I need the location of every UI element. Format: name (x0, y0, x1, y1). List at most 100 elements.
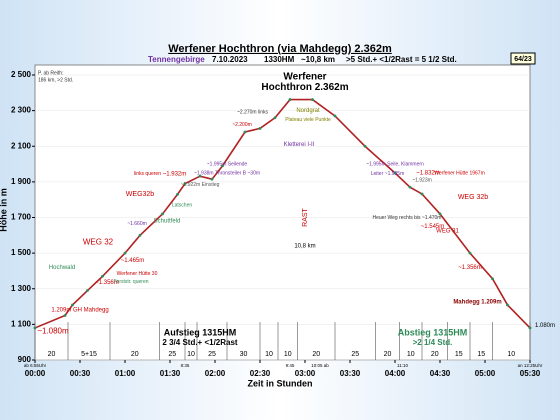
annotation: ~1.080m (37, 327, 69, 336)
annotation: Werfener (283, 71, 326, 82)
profile-point (438, 212, 442, 216)
annotation: ~2.200m (232, 122, 252, 128)
profile-point (288, 98, 292, 101)
profile-line (34, 98, 531, 329)
annotation: Mahdegg 1.209m (453, 300, 501, 306)
annotation: Heuer Weg rechts bis ~1.470m (373, 215, 442, 221)
y-tick-label: 1 700 (11, 213, 32, 222)
profile-point (198, 174, 202, 178)
profile-point (491, 277, 494, 281)
time-label: an 12:25Uhr (518, 363, 543, 368)
segment-label: 25 (168, 351, 176, 358)
profile-point (258, 127, 262, 130)
annotation: Werfener Hütte 30 (117, 271, 158, 277)
x-tick-label: 04:00 (385, 369, 406, 378)
x-tick-label: 05:00 (475, 369, 496, 378)
x-axis-label: Zeit in Stunden (248, 378, 313, 388)
segment-label: 30 (240, 351, 248, 358)
y-tick-label: 900 (18, 355, 32, 364)
annotation: Hochwald (49, 265, 75, 271)
plot-area (34, 64, 531, 361)
segment-label: 20 (312, 351, 320, 358)
info: Tennengebirge (148, 55, 205, 64)
profile-point (71, 303, 74, 307)
annotation: 2 3/4 Std.+ <1/2Rast (162, 338, 237, 347)
annotation: Forststr. queren (113, 279, 148, 285)
annotation: WEG32b (126, 191, 155, 198)
annotation: Leiter ~1.935m (371, 171, 405, 177)
segment-label: 20 (131, 351, 139, 358)
x-tick-label: 00:00 (25, 369, 46, 378)
y-tick-label: 2 300 (11, 106, 32, 115)
profile-point (33, 326, 37, 330)
profile-point (138, 233, 142, 237)
annotation: Abstieg 1315HM (398, 328, 468, 338)
time-label: 8:35 (181, 363, 190, 368)
profile-point (311, 98, 314, 101)
profile-point (101, 274, 104, 278)
annotation: ~1.995m Seilende (207, 161, 248, 167)
profile-point (183, 182, 187, 186)
annotation: WEG 32b (458, 194, 488, 201)
annotation: Kletterei I-II (284, 142, 315, 148)
profile-point (468, 251, 472, 255)
annotation: ~1.932m (163, 171, 187, 177)
note: 186 km, >2 Std. (38, 77, 73, 83)
annotation: ~1.545m (421, 224, 445, 230)
profile-point (420, 192, 424, 196)
badge: 64/23 (514, 56, 532, 63)
x-tick-label: 01:00 (115, 369, 136, 378)
info: >5 Std.+ <1/2Rast = 5 1/2 Std. (346, 55, 457, 64)
profile-point (161, 212, 164, 216)
annotation: WEG 32 (83, 238, 114, 247)
profile-point (210, 177, 214, 181)
x-tick-label: 00:30 (70, 369, 91, 378)
annotation: Werfener Hütte 1967m (434, 170, 485, 176)
profile-point (528, 326, 532, 330)
profile-point (221, 164, 224, 168)
segment-label: 10 (265, 351, 273, 358)
segment-label: 20 (384, 351, 392, 358)
profile-point (273, 116, 277, 120)
profile-point (408, 185, 412, 189)
profile-point (123, 251, 127, 255)
annotation: ~1.660m (127, 221, 147, 227)
segment-label: 10 (187, 351, 195, 358)
profile-point (333, 114, 337, 118)
annotation: Latschen (172, 202, 193, 208)
x-tick-label: 02:00 (205, 369, 226, 378)
annotation: links queren (134, 171, 161, 177)
note: P. ab Reith: (38, 70, 63, 76)
profile-point (243, 130, 247, 134)
segment-label: 25 (351, 351, 359, 358)
y-tick-label: 2 500 (11, 70, 32, 79)
x-tick-label: 04:30 (430, 369, 451, 378)
annotation: ~2.270m links (237, 110, 268, 116)
annotation: Nordgrat (296, 108, 320, 114)
segment-label: 25 (208, 351, 216, 358)
annotation: RAST (302, 207, 309, 226)
time-label: ab 6:55Uhr (24, 363, 47, 368)
badge-box (510, 52, 536, 65)
segment-label: 5+15 (81, 351, 97, 358)
annotation: Schuttfeld (154, 219, 181, 225)
annotation: WEG 31 (436, 228, 459, 234)
annotation: Aufstieg 1315HM (164, 328, 237, 338)
profile-point (363, 144, 367, 148)
time-label: 9:45 (286, 363, 295, 368)
info: 7.10.2023 (212, 55, 248, 64)
info: ~10,8 km (301, 55, 335, 64)
segment-label: 20 (48, 351, 56, 358)
y-axis-label: Höhe in m (0, 188, 8, 232)
profile-point (176, 192, 179, 196)
time-label: 11:10 (397, 363, 408, 368)
annotation: ~1.938m Thronsteiler B ~30m (194, 170, 260, 176)
x-tick-label: 05:30 (520, 369, 541, 378)
annotation: ~1.923m (412, 177, 432, 183)
x-tick-label: 01:30 (160, 369, 181, 378)
y-tick-label: 2 100 (11, 141, 32, 150)
segment-label: 10 (407, 351, 415, 358)
annotation: 1.080m (535, 323, 555, 329)
profile-point (63, 314, 67, 317)
